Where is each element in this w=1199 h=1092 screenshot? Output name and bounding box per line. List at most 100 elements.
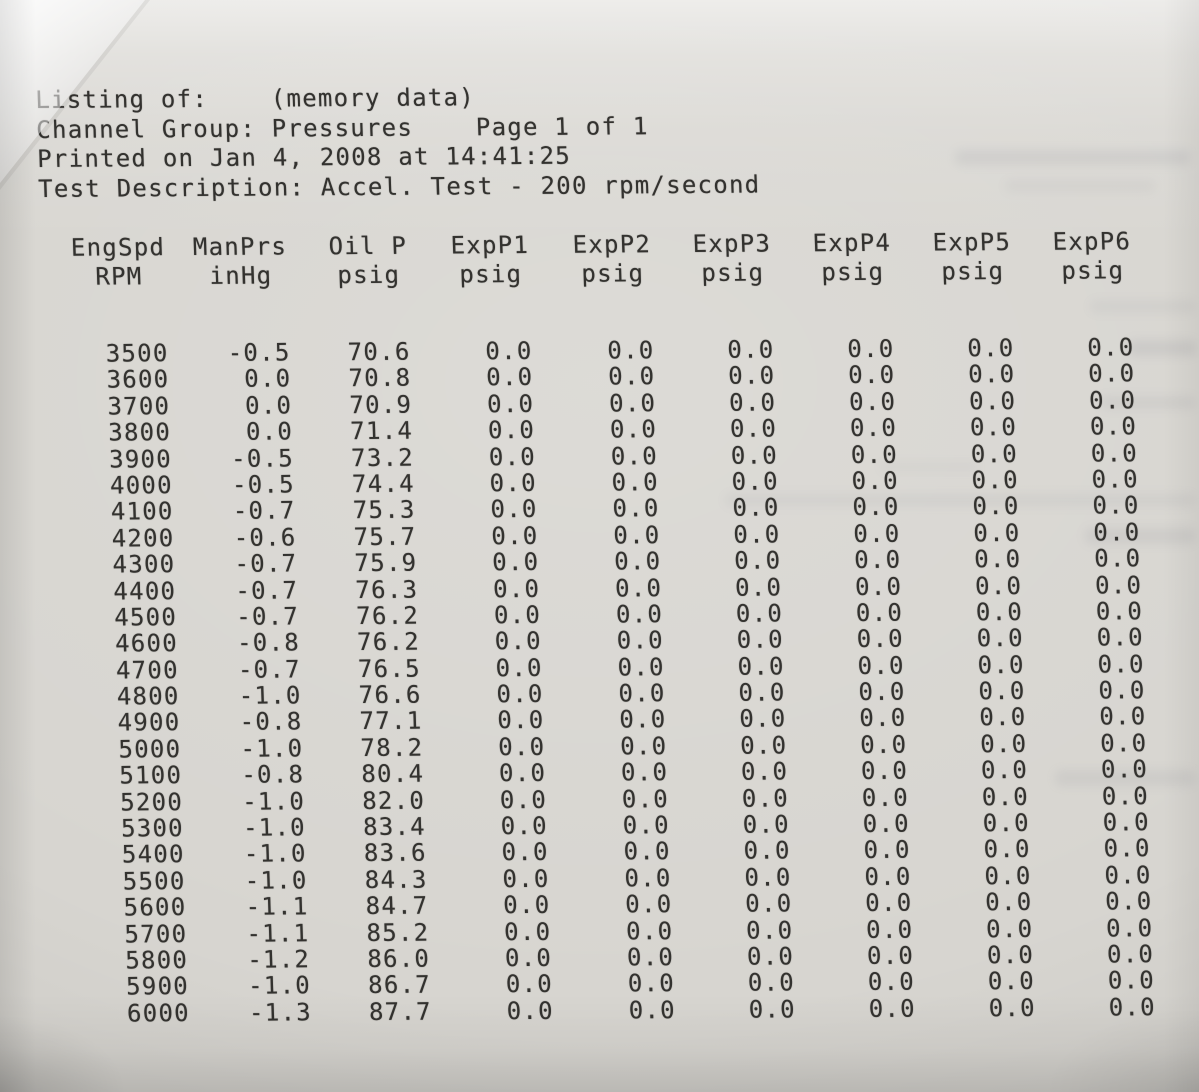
table-cell: 3500 [105,339,169,368]
table-cell: 0.0 [495,653,544,682]
table-cell: 87.7 [368,997,433,1026]
table-cell: 0.0 [494,627,543,656]
table-cell: 0.0 [854,572,903,601]
table-cell: 77.1 [359,707,423,736]
column-unit: psig [700,258,765,287]
table-cell: 0.0 [606,336,655,365]
table-cell: 0.0 [868,994,917,1023]
table-cell: -0.5 [227,338,291,367]
table-cell: 0.0 [737,652,786,681]
table-cell: 3900 [108,444,173,474]
column-unit: inHg [209,261,273,290]
table-cell: -0.7 [234,549,298,578]
table-cell: 86.7 [367,970,432,1000]
table-cell: 0.0 [501,838,550,867]
table-cell: 4600 [114,629,179,658]
table-cell: 0.0 [855,598,904,627]
table-cell: 0.0 [500,811,549,841]
table-cell: 0.0 [1104,887,1153,916]
table-cell: 3600 [106,365,170,394]
table-cell: -1.0 [238,681,303,710]
column-name: ExpP6 [1052,227,1132,256]
table-cell: 0.0 [613,547,662,576]
table-cell: 5100 [118,761,183,790]
table-cell: 85.2 [366,918,430,947]
table-cell: 0.0 [1092,517,1141,547]
table-cell: 0.0 [744,889,793,918]
table-cell: 0.0 [972,518,1021,548]
table-body: 3500 -0.5 70.6 0.0 0.0 0.0 0.0 0.0 0.0 3600 0.0 70.… [8,333,1156,1027]
table-cell: 0.0 [726,335,775,364]
table-cell: 0.0 [623,863,673,893]
table-cell: 0.0 [1088,386,1137,415]
column-name: Oil P [328,231,408,261]
table-cell: 0.0 [502,891,551,920]
table-cell: 0.0 [738,704,787,734]
table-cell: 0.0 [1101,781,1150,811]
table-cell: 0.0 [979,729,1028,759]
table-cell: 0.0 [1090,438,1139,468]
document-header: Listing of: (memory data) Channel Group:… [35,82,761,204]
test-description-line: Test Description: Accel. Test - 200 rpm/… [37,170,761,203]
table-cell: 0.0 [980,756,1029,785]
table-cell: 80.4 [360,759,425,789]
table-cell: 3700 [106,391,171,421]
column-unit: RPM [94,262,143,291]
table-cell: 0.0 [496,706,545,735]
table-cell: 0.0 [625,916,674,945]
column-header-expp1: ExpP1 psig [407,231,531,290]
table-cell: 0.0 [243,364,292,394]
table-cell: 0.0 [1098,702,1147,731]
table-cell: 0.0 [1093,544,1142,573]
table-cell: 5400 [121,840,186,869]
column-unit: psig [336,260,401,290]
table-cell: 0.0 [860,756,909,786]
column-name: ExpP4 [812,228,892,258]
table-cell: 0.0 [620,758,669,787]
table-cell: 0.0 [851,466,900,495]
table-cell: 0.0 [1089,412,1138,441]
column-name: EngSpd [70,233,166,262]
table-cell: 0.0 [847,361,896,390]
table-cell: 0.0 [866,941,915,970]
table-cell: 0.0 [865,915,914,944]
table-cell: 0.0 [627,969,676,998]
table-cell: 0.0 [858,704,907,733]
table-cell: -0.7 [237,655,302,684]
bleed-through-mark [1090,300,1195,313]
table-cell: 0.0 [609,415,658,444]
table-cell: 0.0 [974,571,1023,600]
table-cell: 75.3 [352,496,417,525]
table-cell: 0.0 [1105,913,1154,943]
table-cell: 73.2 [350,443,415,472]
table-cell: -1.3 [248,998,313,1027]
table-cell: 76.3 [354,575,419,604]
table-cell: 0.0 [728,388,777,417]
table-cell: 0.0 [857,651,906,680]
table-cell: 0.0 [735,599,784,628]
table-cell: 70.6 [347,337,411,367]
table-cell: -1.0 [243,839,308,869]
table-cell: 0.0 [856,625,905,654]
table-cell: 0.0 [978,703,1027,732]
table-cell: 0.0 [1097,649,1146,679]
table-cell: 0.0 [864,888,913,918]
column-unit: psig [580,259,645,288]
table-cell: 0.0 [976,624,1025,653]
table-cell: 0.0 [244,391,293,420]
table-cell: 0.0 [738,678,787,707]
table-cell: 0.0 [607,362,656,391]
table-cell: 0.0 [484,336,533,366]
table-cell: 0.0 [988,993,1037,1022]
table-cell: 4700 [115,655,180,685]
table-cell: 0.0 [610,441,659,471]
table-cell: 0.0 [1092,491,1141,520]
table-cell: 0.0 [968,386,1017,416]
table-cell: 0.0 [1102,808,1151,837]
column-name: ExpP2 [572,230,652,259]
table-cell: 0.0 [984,888,1033,917]
table-cell: 0.0 [611,468,660,497]
column-header-expp2: ExpP2 psig [529,230,653,289]
table-cell: 0.0 [1087,359,1136,388]
